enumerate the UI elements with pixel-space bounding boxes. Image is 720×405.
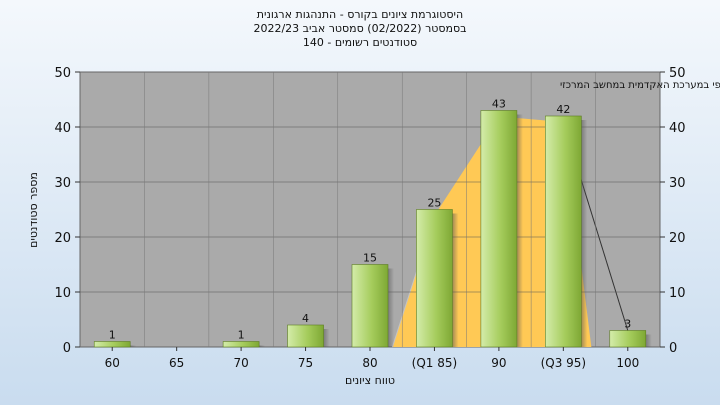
x-tick-label: 65	[169, 356, 184, 370]
bar-shadow	[452, 213, 459, 347]
x-axis-label: טווח ציונים	[345, 374, 395, 387]
bar-shadow	[130, 345, 137, 347]
y-tick-label-right: 10	[669, 286, 686, 301]
y-axis-label: מספר סטודנטים	[27, 172, 40, 248]
bar	[545, 115, 582, 348]
x-tick-label: 100	[616, 356, 639, 370]
chart-title: היסטוגרמת ציונים בקורס - התנהגות ארגונית…	[0, 8, 720, 50]
bar-data-label: 1	[238, 329, 245, 342]
y-tick-label-left: 10	[54, 286, 71, 301]
y-tick-label-left: 0	[63, 341, 71, 356]
bar-data-label: 15	[363, 252, 377, 265]
x-tick-label: 80	[362, 356, 377, 370]
y-tick-label-left: 20	[54, 231, 71, 246]
x-tick-label: 75	[298, 356, 313, 370]
x-tick-label: 90	[491, 356, 506, 370]
x-tick-label: 70	[233, 356, 248, 370]
y-tick-label-right: 30	[669, 176, 686, 191]
bar-shadow	[323, 329, 330, 347]
bar-shadow	[581, 120, 588, 347]
y-tick-label-left: 30	[54, 176, 71, 191]
y-tick-label-right: 20	[669, 231, 686, 246]
y-tick-label-right: 50	[669, 66, 686, 81]
y-tick-label-right: 40	[669, 121, 686, 136]
bar	[480, 110, 518, 348]
bar	[609, 330, 647, 348]
y-tick-label-right: 0	[669, 341, 677, 356]
bar	[287, 324, 324, 348]
bar	[351, 264, 389, 348]
bar-shadow	[259, 345, 266, 347]
x-tick-label: 60	[105, 356, 120, 370]
bar-shadow	[516, 114, 523, 347]
bar-data-label: 3	[624, 318, 631, 331]
bar-data-label: 1	[109, 329, 116, 342]
y-tick-label-left: 40	[54, 121, 71, 136]
chart-annotation: במשימה : ציון סופי במערכת האקדמית במחשב …	[560, 80, 720, 91]
x-tick-label: (Q1 85)	[412, 356, 458, 370]
title-line-2: בסמסטר (02/2022) סמסטר אביב 2022/23	[253, 22, 467, 35]
bar	[93, 341, 131, 348]
bar-shadow	[645, 334, 652, 347]
title-line-1: היסטוגרמת ציונים בקורס - התנהגות ארגונית	[256, 8, 464, 21]
x-tick-label: (Q3 95)	[541, 356, 587, 370]
bar-data-label: 4	[302, 312, 309, 325]
y-tick-label-left: 50	[54, 66, 71, 81]
bar-data-label: 43	[492, 98, 506, 111]
bar-data-label: 25	[427, 197, 441, 210]
bar-shadow	[388, 268, 394, 347]
bar	[222, 341, 260, 348]
title-line-3: סטודנטים רשומים - 140	[302, 36, 418, 49]
bar	[416, 209, 453, 348]
bar-data-label: 42	[556, 103, 570, 116]
